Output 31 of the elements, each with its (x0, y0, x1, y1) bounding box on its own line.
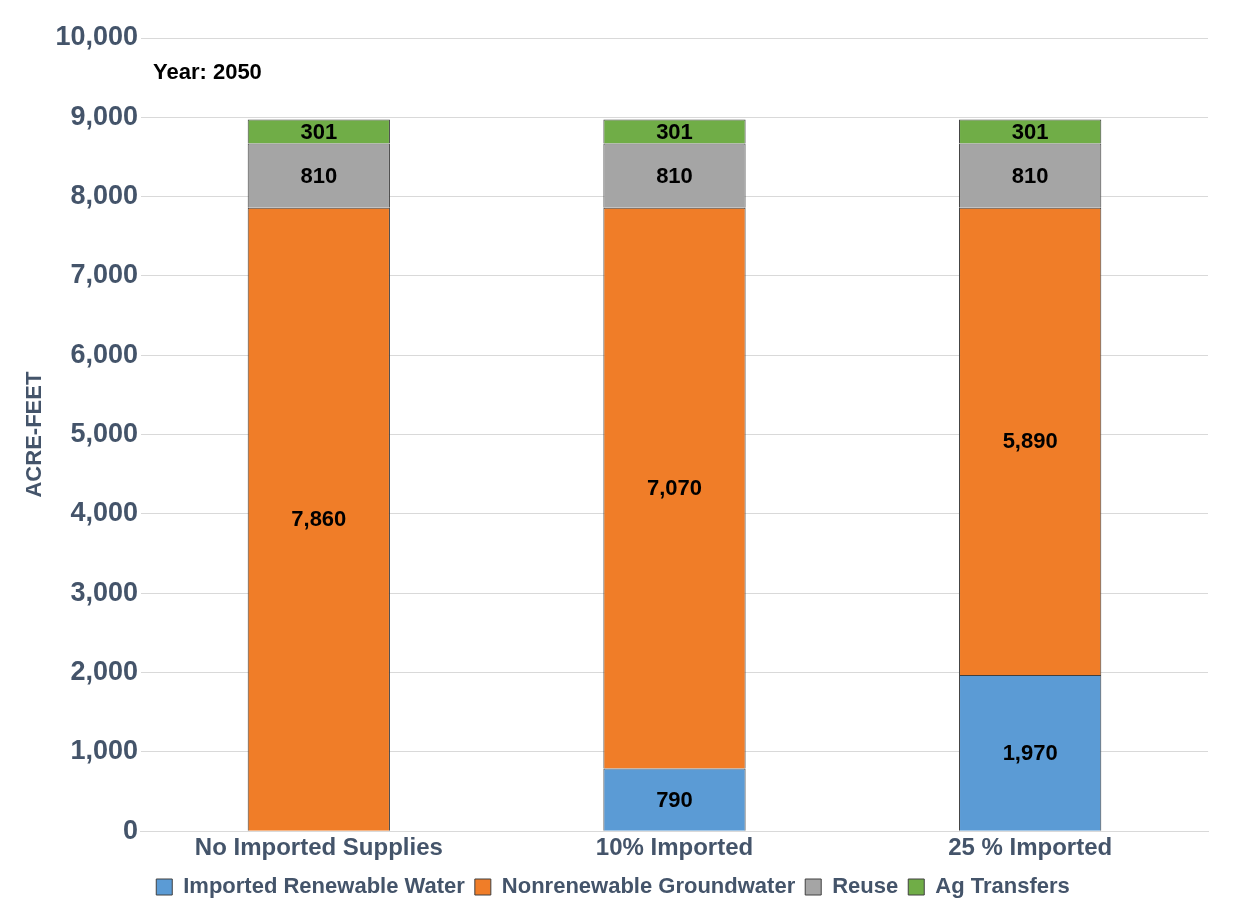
x-tick-label: No Imported Supplies (194, 833, 443, 861)
x-tick-label: 10% Imported (595, 833, 754, 861)
y-tick-label: 8,000 (70, 180, 138, 211)
data-label: 7,070 (646, 475, 703, 501)
data-label: 810 (300, 162, 338, 188)
legend-label: Imported Renewable Water (183, 873, 466, 899)
data-label: 301 (300, 118, 338, 144)
data-label: 810 (656, 162, 693, 188)
x-tick-label: 25 % Imported (948, 833, 1113, 861)
data-label: 1,970 (1002, 739, 1058, 765)
y-tick-label: 5,000 (70, 418, 138, 449)
data-label: 5,890 (1002, 428, 1058, 454)
y-axis-title: ACRE-FEET (21, 371, 47, 498)
y-tick-label: 6,000 (70, 338, 138, 369)
y-tick-label: 0 (122, 814, 138, 845)
data-label: 7,860 (291, 506, 347, 532)
y-tick-label: 3,000 (70, 576, 138, 607)
data-label: 810 (1011, 162, 1049, 188)
legend-label: Nonrenewable Groundwater (501, 873, 796, 899)
annotation: Year: 2050 (152, 59, 262, 85)
y-tick-label: 2,000 (70, 656, 138, 687)
y-tick-label: 7,000 (70, 259, 138, 290)
data-label: 301 (656, 118, 693, 144)
legend-label: Ag Transfers (935, 873, 1070, 899)
data-label: 790 (656, 786, 693, 812)
data-label: 301 (1011, 118, 1049, 144)
y-tick-label: 10,000 (55, 21, 138, 52)
y-tick-label: 1,000 (70, 735, 138, 766)
legend-label: Reuse (832, 873, 899, 899)
y-tick-label: 9,000 (70, 100, 138, 131)
y-tick-label: 4,000 (70, 497, 138, 528)
